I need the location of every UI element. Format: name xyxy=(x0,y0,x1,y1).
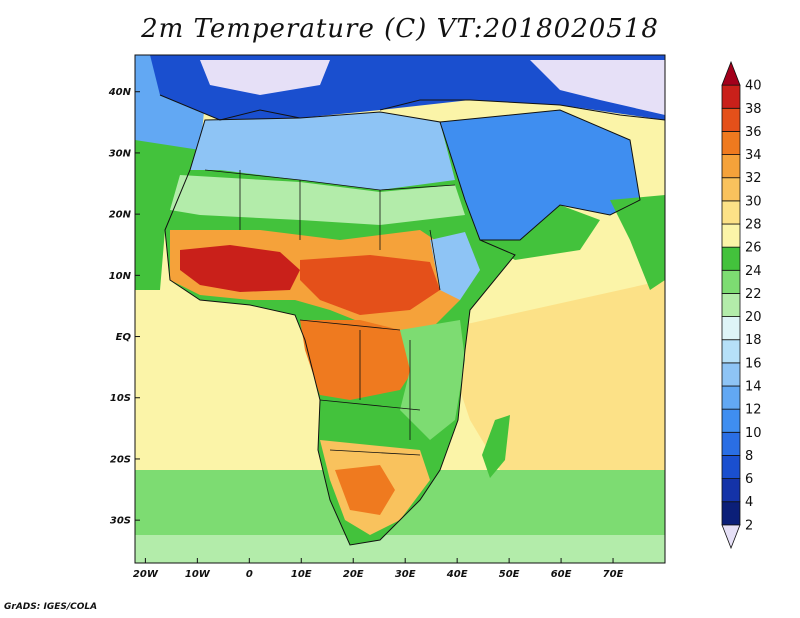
colorbar-label: 32 xyxy=(745,171,762,186)
colorbar-swatch xyxy=(721,200,741,225)
x-tick-label: 10E xyxy=(291,569,312,580)
x-tick-label: 60E xyxy=(551,569,572,580)
colorbar-label: 14 xyxy=(745,380,762,395)
colorbar-swatch xyxy=(721,316,741,341)
southern-ocean-edge xyxy=(135,535,665,563)
y-tick-label: 20S xyxy=(110,454,131,465)
map-frame xyxy=(134,54,666,564)
europe-coastline xyxy=(159,94,665,121)
colorbar-max-triangle xyxy=(721,60,741,86)
y-tick-label: 10N xyxy=(109,271,132,282)
colorbar-label: 4 xyxy=(745,495,753,510)
colorbar-swatch xyxy=(721,478,741,503)
madagascar xyxy=(482,415,510,478)
y-tick-label: 20N xyxy=(109,210,132,221)
colorbar-label: 8 xyxy=(745,449,753,464)
colorbar-label: 24 xyxy=(745,264,762,279)
colorbar-label: 28 xyxy=(745,218,762,233)
colorbar-swatch xyxy=(721,408,741,433)
colorbar-label: 12 xyxy=(745,403,762,418)
colorbar-label: 36 xyxy=(745,125,762,140)
arabia-south-warm xyxy=(480,205,600,260)
x-tick-label: 40E xyxy=(446,569,468,580)
x-axis-ticks: 20W 10W 0 10E 20E 30E 40E 50E 60E 70E xyxy=(133,558,624,580)
sahara-mild-band xyxy=(170,175,465,225)
colorbar-label: 30 xyxy=(745,194,762,209)
colorbar-swatch xyxy=(721,223,741,248)
country-borders xyxy=(204,169,456,456)
colorbar-swatch xyxy=(721,385,741,410)
y-axis-ticks: 40N 30N 20N 10N EQ 10S 20S 30S xyxy=(108,87,140,527)
colorbar-label: 38 xyxy=(745,102,762,117)
colorbar-swatch xyxy=(721,431,741,456)
africa-coastline xyxy=(164,111,516,546)
colorbar-swatch xyxy=(721,362,741,387)
colorbar-swatch xyxy=(721,131,741,155)
colorbar-swatch xyxy=(721,154,741,179)
colorbar-swatch xyxy=(721,84,741,109)
colorbar-label: 20 xyxy=(745,310,762,325)
x-tick-label: 50E xyxy=(499,569,520,580)
x-tick-label: 10W xyxy=(185,569,211,580)
colorbar-swatch xyxy=(721,293,741,317)
colorbar-label: 18 xyxy=(745,333,762,348)
colorbar-label: 26 xyxy=(745,241,762,256)
x-tick-label: 20E xyxy=(343,569,364,580)
colorbar-label: 34 xyxy=(745,148,762,163)
sahara-cool-band xyxy=(190,112,455,190)
east-europe-freezing xyxy=(530,60,665,115)
westafrica-hot-core xyxy=(180,245,300,292)
ethiopia-cool xyxy=(430,232,480,300)
arabia-region xyxy=(440,110,640,240)
alps-freezing xyxy=(200,60,330,95)
kalahari-hot xyxy=(335,465,395,515)
colorbar-label: 16 xyxy=(745,356,762,371)
grads-credit: GrADS: IGES/COLA xyxy=(4,602,98,612)
y-tick-label: 10S xyxy=(110,393,131,404)
y-tick-label: 40N xyxy=(108,87,132,98)
map-area xyxy=(135,55,665,563)
arabia-coastline xyxy=(439,109,641,241)
colorbar-swatch xyxy=(721,177,741,202)
central-hot-core xyxy=(300,255,440,315)
x-tick-label: 20W xyxy=(133,569,159,580)
colorbar-label: 10 xyxy=(745,426,762,441)
colorbar-swatch xyxy=(721,246,741,271)
x-tick-label: 0 xyxy=(246,569,253,580)
colorbar-swatch xyxy=(721,501,741,526)
colorbar-swatch xyxy=(721,339,741,364)
colorbar-label: 40 xyxy=(745,79,762,94)
y-tick-label: EQ xyxy=(116,332,132,343)
colorbar-swatch xyxy=(721,455,741,479)
colorbar-swatch xyxy=(721,107,741,132)
india-region xyxy=(610,195,665,290)
y-tick-label: 30S xyxy=(110,516,131,527)
chart-title: 2m Temperature (C) VT:2018020518 xyxy=(141,14,659,44)
colorbar-label: 6 xyxy=(745,472,753,487)
x-tick-label: 70E xyxy=(603,569,624,580)
y-tick-label: 30N xyxy=(109,148,132,159)
colorbar-swatch xyxy=(721,269,741,294)
colorbar-min-triangle xyxy=(721,524,741,550)
colorbar-label: 2 xyxy=(745,518,753,533)
x-tick-label: 30E xyxy=(395,569,416,580)
colorbar-label: 22 xyxy=(745,287,762,302)
